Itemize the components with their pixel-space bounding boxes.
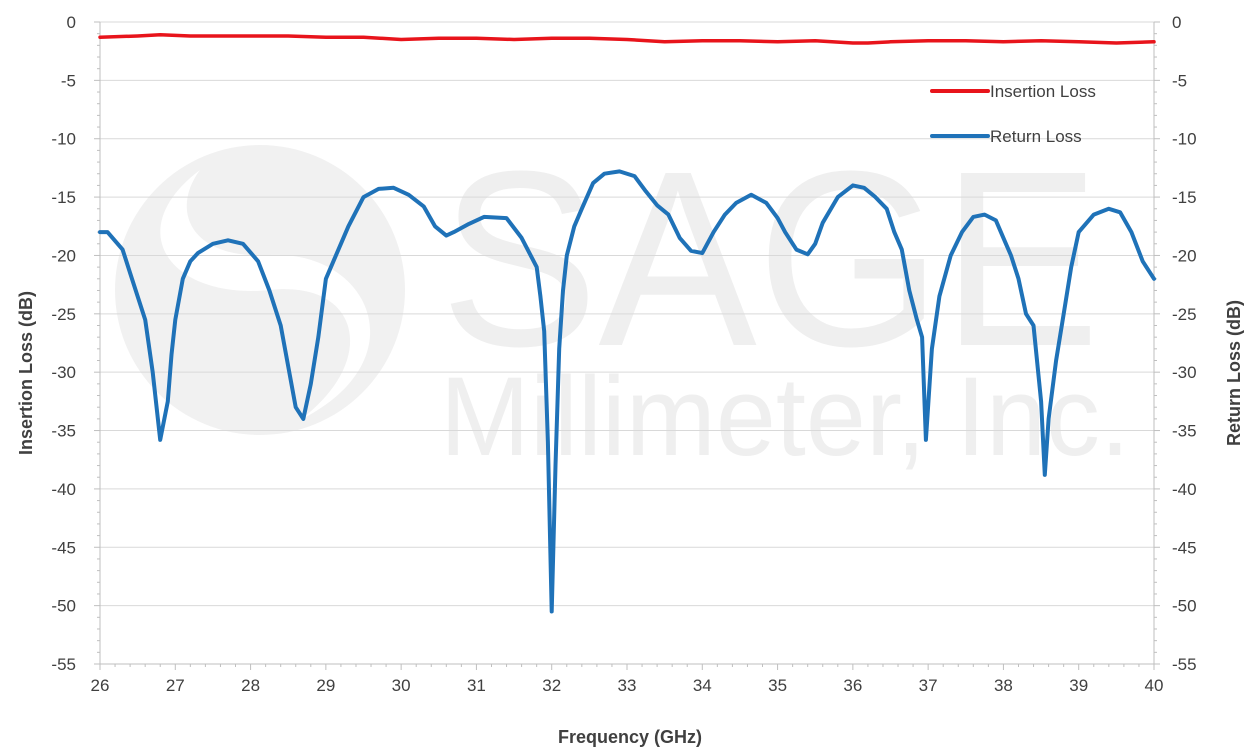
x-tick-label: 33 — [618, 676, 637, 695]
x-tick-label: 26 — [91, 676, 110, 695]
x-tick-labels: 26 27 28 29 30 31 32 33 34 35 36 37 38 39 40 — [91, 676, 1164, 695]
y-tick-label-right: 0 — [1172, 13, 1181, 32]
y-tick-label-right: -15 — [1172, 188, 1197, 207]
x-axis-title: Frequency (GHz) — [558, 727, 702, 747]
watermark-logo-swoosh-icon — [160, 170, 371, 420]
x-tick-label: 35 — [768, 676, 787, 695]
x-tick-label: 27 — [166, 676, 185, 695]
axes — [94, 21, 1160, 670]
gridlines — [100, 21, 1154, 607]
x-tick-label: 38 — [994, 676, 1013, 695]
y-axis-title-right: Return Loss (dB) — [1224, 300, 1244, 446]
x-tick-label: 34 — [693, 676, 712, 695]
y-tick-label-left: -30 — [51, 363, 76, 382]
y-tick-labels-right: 0 -5 -10 -15 -20 -25 -30 -35 -40 -45 -50 -55 — [1172, 13, 1197, 674]
y-tick-label-left: -25 — [51, 305, 76, 324]
series-line-insertion-loss — [98, 33, 1156, 45]
x-tick-label: 40 — [1145, 676, 1164, 695]
y-tick-label-right: -10 — [1172, 130, 1197, 149]
y-tick-label-left: -35 — [51, 422, 76, 441]
legend: Insertion Loss Return Loss — [930, 82, 1096, 146]
x-tick-label: 28 — [241, 676, 260, 695]
y-tick-label-left: -15 — [51, 188, 76, 207]
x-tick-label: 31 — [467, 676, 486, 695]
y-axis-title-left: Insertion Loss (dB) — [16, 291, 36, 455]
y-tick-label-left: -40 — [51, 480, 76, 499]
x-tick-label: 30 — [392, 676, 411, 695]
y-tick-label-right: -35 — [1172, 422, 1197, 441]
y-tick-label-right: -50 — [1172, 597, 1197, 616]
y-tick-label-right: -45 — [1172, 538, 1197, 557]
series-line-return-loss — [98, 169, 1156, 614]
x-tick-label: 39 — [1069, 676, 1088, 695]
watermark-line2: Millimeter, Inc. — [440, 354, 1130, 479]
x-tick-label: 36 — [843, 676, 862, 695]
x-tick-label: 29 — [316, 676, 335, 695]
x-tick-label: 37 — [919, 676, 938, 695]
y-tick-label-left: -55 — [51, 655, 76, 674]
watermark-line1: SAGE — [440, 119, 1100, 398]
y-tick-label-right: -40 — [1172, 480, 1197, 499]
y-tick-label-right: -30 — [1172, 363, 1197, 382]
y-tick-label-right: -5 — [1172, 71, 1187, 90]
x-tick-label: 32 — [542, 676, 561, 695]
legend-label-return-loss: Return Loss — [990, 127, 1082, 146]
y-tick-label-left: -50 — [51, 597, 76, 616]
y-tick-label-right: -25 — [1172, 305, 1197, 324]
series-group — [98, 33, 1156, 614]
legend-label-insertion-loss: Insertion Loss — [990, 82, 1096, 101]
y-tick-label-left: 0 — [67, 13, 76, 32]
y-tick-label-left: -45 — [51, 538, 76, 557]
y-tick-label-left: -20 — [51, 246, 76, 265]
y-tick-label-left: -5 — [61, 71, 76, 90]
y-tick-label-left: -10 — [51, 130, 76, 149]
y-tick-labels-left: 0 -5 -10 -15 -20 -25 -30 -35 -40 -45 -50 -55 — [51, 13, 76, 674]
y-tick-label-right: -20 — [1172, 246, 1197, 265]
y-tick-label-right: -55 — [1172, 655, 1197, 674]
